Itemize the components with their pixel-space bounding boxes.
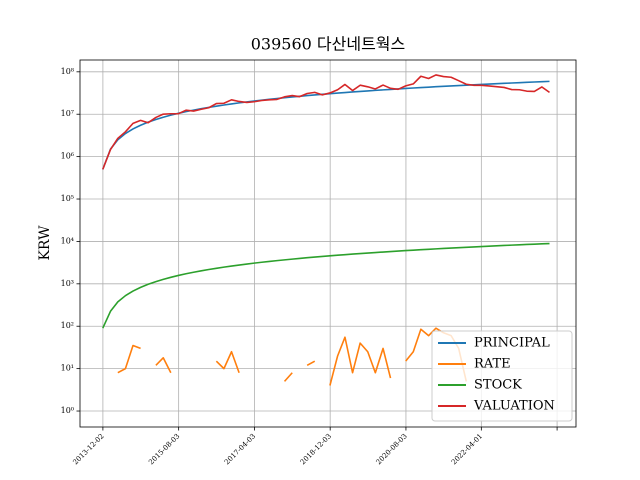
series-line [102,74,550,170]
y-tick-label: 10⁸ [61,67,74,76]
y-tick-label: 10⁵ [61,194,74,203]
legend-label: RATE [474,357,511,372]
y-tick-label: 10⁷ [61,109,74,118]
series-line [117,327,468,386]
plot-frame [79,59,577,428]
y-tick-label: 10⁴ [61,236,74,245]
legend-label: VALUATION [473,399,555,414]
legend-label: STOCK [474,378,522,393]
y-tick-label: 10² [61,321,74,330]
y-tick-label: 10¹ [61,364,74,373]
y-tick-label: 10³ [61,279,74,288]
legend-box [431,330,573,422]
y-tick-label: 10⁶ [61,152,74,161]
y-tick-label: 10⁰ [61,406,74,415]
chart-title: 039560 다산네트웍스 [251,35,405,54]
series-line [102,242,550,329]
y-axis-label: KRW [37,225,53,261]
legend-label: PRINCIPAL [474,336,550,351]
